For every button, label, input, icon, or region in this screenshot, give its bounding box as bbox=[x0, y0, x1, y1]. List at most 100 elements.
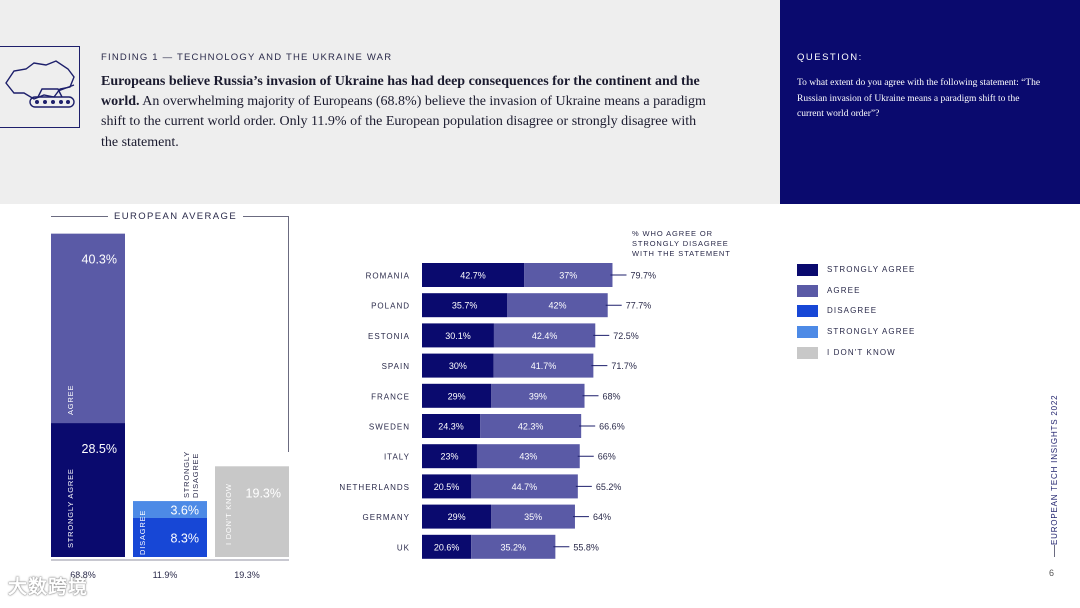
country-value-label: 29% bbox=[448, 391, 466, 401]
country-bar-segment bbox=[422, 504, 492, 529]
country-value-label: 42.3% bbox=[518, 422, 544, 432]
country-bar-segment bbox=[507, 293, 608, 318]
avg-segment-name: STRONGLY bbox=[182, 451, 191, 498]
avg-frame-right bbox=[288, 216, 289, 452]
avg-chart-title: EUROPEAN AVERAGE bbox=[108, 211, 244, 222]
country-label: ESTONIA bbox=[368, 332, 410, 341]
country-total-label: 72.5% bbox=[613, 331, 639, 341]
avg-segment-name: STRONGLY AGREE bbox=[66, 468, 75, 548]
question-text: To what extent do you agree with the fol… bbox=[797, 78, 1041, 119]
publication-side-label: EUROPEAN TECH INSIGHTS 2022 bbox=[1050, 394, 1059, 545]
avg-total-label: 11.9% bbox=[153, 570, 178, 580]
country-value-label: 42.4% bbox=[532, 331, 558, 341]
country-total-label: 66.6% bbox=[599, 422, 625, 432]
avg-value-label: 3.6% bbox=[171, 504, 200, 518]
avg-value-label: 28.5% bbox=[82, 442, 117, 456]
headline: Europeans believe Russia’s invasion of U… bbox=[101, 72, 716, 153]
country-value-label: 43% bbox=[519, 452, 537, 462]
country-bar-segment bbox=[422, 383, 492, 408]
country-value-label: 42% bbox=[549, 301, 567, 311]
country-value-label: 24.3% bbox=[438, 422, 464, 432]
country-bar-segment bbox=[422, 323, 494, 348]
country-value-label: 35.7% bbox=[452, 301, 478, 311]
country-bar-segment bbox=[422, 263, 525, 287]
country-value-label: 35.2% bbox=[501, 542, 527, 552]
ukraine-map-logo bbox=[0, 46, 80, 128]
avg-bar-segment bbox=[133, 517, 207, 557]
country-value-label: 30.1% bbox=[445, 331, 471, 341]
country-bar-segment bbox=[422, 353, 494, 378]
country-label: ROMANIA bbox=[366, 272, 410, 281]
finding-label: FINDING 1 — TECHNOLOGY AND THE UKRAINE W… bbox=[101, 52, 393, 63]
country-chart-title: % WHO AGREE OR bbox=[632, 229, 713, 238]
country-bar-segment bbox=[422, 414, 481, 438]
ukraine-tank-icon bbox=[5, 60, 75, 108]
country-total-label: 66% bbox=[598, 452, 616, 462]
country-label: SPAIN bbox=[382, 362, 410, 371]
country-value-label: 20.6% bbox=[434, 542, 460, 552]
country-bar-segment bbox=[480, 414, 582, 438]
country-bar-segment bbox=[422, 474, 471, 499]
country-value-label: 44.7% bbox=[512, 482, 538, 492]
question-panel: QUESTION: To what extent do you agree wi… bbox=[780, 0, 1080, 204]
legend-swatch bbox=[797, 264, 818, 276]
avg-frame-top-left bbox=[51, 216, 108, 217]
legend-label: DISAGREE bbox=[827, 306, 878, 315]
legend-label: STRONGLY AGREE bbox=[827, 327, 916, 336]
country-label: UK bbox=[397, 543, 410, 552]
country-bar-segment bbox=[422, 444, 477, 469]
country-value-label: 42.7% bbox=[460, 271, 486, 281]
page-number: 6 bbox=[1049, 568, 1055, 578]
country-chart-title: WITH THE STATEMENT bbox=[632, 249, 731, 258]
country-bar-segment bbox=[493, 353, 594, 378]
country-bar-segment bbox=[491, 504, 575, 529]
footer-divider bbox=[1054, 545, 1055, 557]
country-bar-segment bbox=[471, 534, 556, 559]
legend-label: STRONGLY AGREE bbox=[827, 265, 916, 274]
country-chart-title: STRONGLY DISAGREE bbox=[632, 239, 729, 248]
country-total-label: 77.7% bbox=[626, 301, 652, 311]
country-value-label: 29% bbox=[448, 512, 466, 522]
country-bar-segment bbox=[524, 263, 613, 287]
headline-body: An overwhelming majority of Europeans (6… bbox=[101, 94, 706, 150]
country-label: SWEDEN bbox=[369, 423, 410, 432]
question-label: QUESTION: bbox=[797, 52, 863, 63]
country-label: POLAND bbox=[371, 302, 410, 311]
country-total-label: 65.2% bbox=[596, 482, 622, 492]
avg-segment-name: DISAGREE bbox=[191, 453, 200, 498]
legend-swatch bbox=[797, 347, 818, 359]
headline-bold: Europeans believe Russia’s invasion of U… bbox=[101, 74, 700, 110]
legend-swatch bbox=[797, 326, 818, 338]
country-bar-segment bbox=[493, 323, 596, 348]
avg-value-label: 8.3% bbox=[171, 531, 200, 545]
header-band bbox=[0, 0, 780, 204]
country-label: ITALY bbox=[384, 453, 410, 462]
country-value-label: 41.7% bbox=[531, 361, 557, 371]
country-bar-segment bbox=[470, 474, 578, 499]
avg-segment-name: AGREE bbox=[66, 385, 75, 415]
avg-bar-segment bbox=[51, 423, 125, 557]
country-total-label: 64% bbox=[593, 512, 611, 522]
country-total-label: 55.8% bbox=[573, 542, 599, 552]
avg-value-label: 40.3% bbox=[82, 253, 117, 267]
country-value-label: 39% bbox=[529, 391, 547, 401]
avg-frame-top-right bbox=[240, 216, 289, 217]
watermark-text: 大数跨境 bbox=[8, 577, 89, 598]
avg-total-label: 19.3% bbox=[234, 570, 260, 580]
avg-bar-segment bbox=[51, 233, 125, 424]
country-label: NETHERLANDS bbox=[339, 483, 410, 492]
avg-segment-name: I DON'T KNOW bbox=[224, 483, 233, 545]
country-total-label: 71.7% bbox=[611, 361, 637, 371]
country-value-label: 37% bbox=[559, 271, 577, 281]
country-bar-segment bbox=[422, 534, 472, 559]
legend-swatch bbox=[797, 305, 818, 317]
legend-label: I DON'T KNOW bbox=[827, 348, 896, 357]
legend-label: AGREE bbox=[827, 286, 861, 295]
country-total-label: 68% bbox=[603, 391, 621, 401]
country-label: GERMANY bbox=[363, 513, 410, 522]
country-value-label: 23% bbox=[440, 452, 458, 462]
country-total-label: 79.7% bbox=[630, 271, 656, 281]
country-bar-segment bbox=[422, 293, 508, 318]
avg-segment-name: DISAGREE bbox=[138, 510, 147, 555]
country-label: FRANCE bbox=[371, 392, 410, 401]
